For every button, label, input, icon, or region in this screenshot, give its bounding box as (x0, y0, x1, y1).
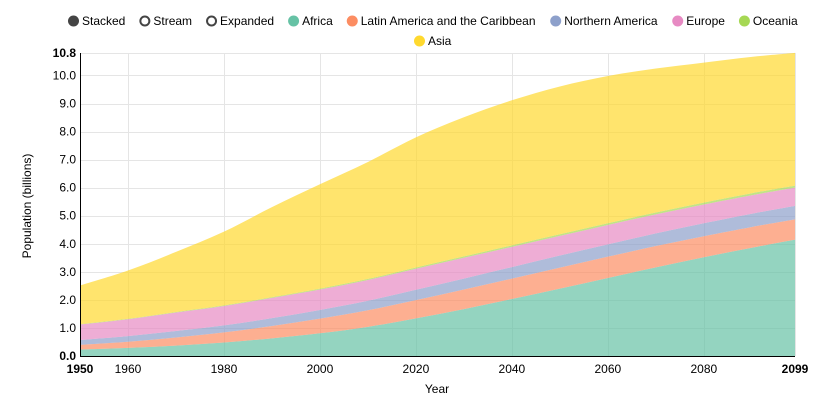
y-tick-label: 2.0 (59, 293, 76, 307)
legend-item-africa[interactable]: Africa (288, 14, 333, 28)
legend-swatch-icon (414, 35, 425, 47)
x-tick-label: 2060 (595, 362, 622, 376)
legend-label: Stream (153, 14, 192, 28)
y-axis-label: Population (billions) (20, 154, 34, 259)
x-tick-label: 2080 (690, 362, 717, 376)
y-tick-label: 10.8 (53, 46, 77, 60)
area-series-europe[interactable] (80, 187, 795, 341)
area-series-asia[interactable] (80, 52, 795, 325)
x-tick-label: 2040 (499, 362, 526, 376)
legend-label: Oceania (753, 14, 798, 28)
legend-label: Latin America and the Caribbean (361, 14, 536, 28)
area-series-group (80, 52, 795, 356)
axes: 0.0 1.0 2.0 3.0 4.0 5.0 6.0 7.0 8.0 9.0 10.0 10.8 19… (53, 46, 809, 376)
legend-label: Asia (428, 34, 452, 48)
x-axis-label: Year (425, 382, 449, 396)
radio-circle-icon (206, 15, 218, 27)
legend-swatch-icon (550, 15, 562, 27)
y-tick-label: 10.0 (53, 68, 77, 82)
x-tick-label: 2099 (782, 362, 809, 376)
y-tick-label: 9.0 (59, 97, 76, 111)
radio-circle-icon (139, 15, 151, 27)
legend-item-oceania[interactable]: Oceania (738, 14, 798, 28)
area-series-africa[interactable] (80, 239, 795, 356)
legend-swatch-icon (672, 15, 684, 27)
area-series-oceania[interactable] (80, 185, 795, 325)
legend-item-europe[interactable]: Europe (672, 14, 725, 28)
y-tick-label: 5.0 (59, 209, 76, 223)
legend-label: Stacked (82, 14, 125, 28)
y-tick-label: 3.0 (59, 265, 76, 279)
x-tick-label: 1960 (115, 362, 142, 376)
legend-item-asia[interactable]: Asia (414, 34, 452, 48)
mode-stacked-radio[interactable]: Stacked (68, 14, 125, 28)
x-tick-label: 2020 (403, 362, 430, 376)
y-tick-label: 6.0 (59, 181, 76, 195)
legend-swatch-icon (738, 15, 750, 27)
x-tick-label: 1950 (67, 362, 94, 376)
y-tick-label: 4.0 (59, 237, 76, 251)
legend-label: Northern America (564, 14, 658, 28)
y-tick-label: 8.0 (59, 125, 76, 139)
y-tick-label: 1.0 (59, 321, 76, 335)
legend-swatch-icon (346, 15, 358, 27)
mode-expanded-radio[interactable]: Expanded (206, 14, 274, 28)
mode-stream-radio[interactable]: Stream (139, 14, 192, 28)
y-tick-label: 0.0 (59, 349, 76, 363)
legend-label: Africa (302, 14, 333, 28)
legend: Stacked Stream Expanded Africa Latin America… (68, 14, 798, 48)
area-series-northern-america[interactable] (80, 205, 795, 345)
legend-label: Europe (686, 14, 725, 28)
legend-item-latin-america-and-the-caribbean[interactable]: Latin America and the Caribbean (346, 14, 536, 28)
y-tick-label: 7.0 (59, 153, 76, 167)
x-tick-label: 2000 (307, 362, 334, 376)
legend-swatch-icon (288, 15, 300, 27)
radio-circle-icon (68, 15, 79, 27)
area-series-latin-america-and-the-caribbean[interactable] (80, 219, 795, 350)
legend-item-northern-america[interactable]: Northern America (550, 14, 658, 28)
legend-label: Expanded (220, 14, 274, 28)
x-tick-label: 1980 (211, 362, 238, 376)
